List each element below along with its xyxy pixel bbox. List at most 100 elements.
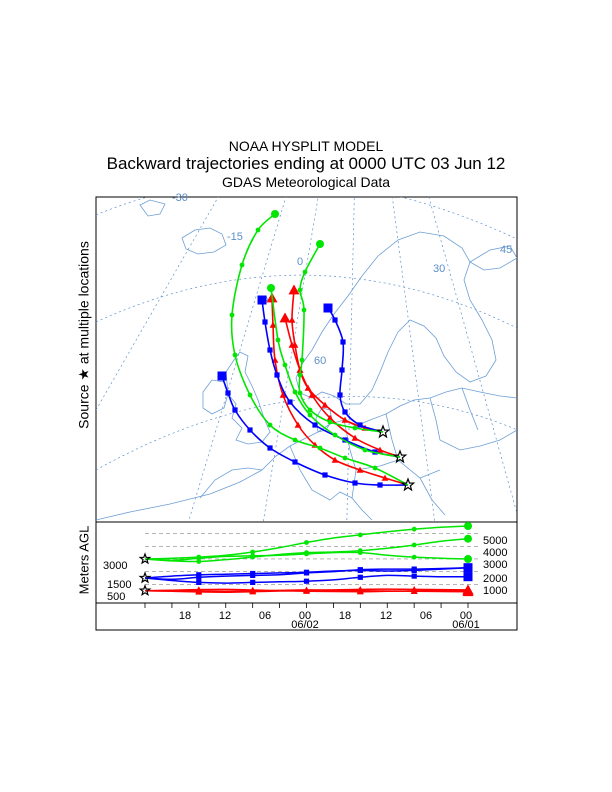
border-line (461, 387, 479, 431)
date-label: 06/01 (452, 619, 480, 631)
coastline-iceland (181, 227, 227, 255)
trajectory-marker (267, 284, 275, 292)
profile-marker (303, 586, 310, 593)
profile-marker (196, 579, 202, 585)
trajectory-marker (279, 391, 287, 398)
profile-marker (411, 554, 417, 560)
parallel-line (96, 274, 517, 329)
profile-marker (303, 578, 310, 584)
border-line (419, 477, 446, 516)
trajectory-marker (321, 401, 329, 408)
trajectory-marker (297, 287, 303, 293)
trajectory-marker (297, 390, 303, 396)
source-star (392, 449, 408, 464)
parallel-line (96, 396, 517, 471)
profile-marker (411, 526, 417, 532)
trajectory-marker (316, 240, 324, 248)
y-tick-label: 4000 (483, 547, 507, 559)
x-tick-label: 06 (420, 610, 432, 622)
profile-marker (410, 587, 418, 595)
graticule-label: 30 (433, 263, 445, 275)
trajectory-marker (257, 295, 267, 305)
trajectory-marker (377, 482, 383, 488)
trajectory-marker (247, 427, 253, 433)
profile-marker (463, 563, 473, 573)
profile-marker (356, 587, 364, 594)
trajectory-marker (292, 437, 298, 443)
profile-marker (249, 587, 257, 594)
meridian-line (428, 197, 517, 515)
profile-source-star (138, 583, 152, 597)
profile-marker (463, 572, 473, 582)
x-tick-label: 06 (259, 610, 271, 622)
x-tick-label: 12 (219, 610, 231, 622)
trajectory-marker (288, 316, 296, 323)
y-tick-label: 1000 (483, 585, 507, 597)
profile-marker (250, 572, 256, 578)
trajectory-marker (332, 432, 338, 438)
trajectory-marker (307, 407, 313, 413)
profile-gridlines (144, 533, 478, 608)
trajectory-marker (269, 321, 277, 328)
y-tick-label: 5000 (483, 535, 507, 547)
profile-marker (196, 555, 202, 561)
map-trajectories (217, 210, 416, 492)
trajectory-marker (356, 466, 364, 473)
trajectory-line (221, 375, 409, 486)
profile-marker (411, 542, 417, 548)
y-tick-label: 2000 (483, 573, 507, 585)
y-tick-label: 3000 (483, 559, 507, 571)
map-frame (95, 196, 518, 523)
x-tick-label: 00 (460, 610, 472, 622)
trajectory-marker (232, 407, 238, 413)
meridian-line (346, 197, 355, 522)
trajectory-marker (301, 307, 307, 313)
trajectory-marker (323, 303, 333, 313)
trajectory-marker (381, 474, 389, 481)
date-label: 06/02 (291, 619, 319, 631)
trajectory-marker (341, 416, 349, 423)
x-tick-label: 18 (339, 610, 351, 622)
source-star (400, 477, 416, 492)
graticule-label: 45 (500, 244, 512, 256)
trajectory-marker (339, 367, 345, 373)
coastline-ireland (202, 379, 229, 415)
trajectory-line (230, 213, 409, 486)
start-height-label: 3000 (103, 560, 127, 572)
trajectory-marker (292, 459, 298, 465)
source-star (375, 424, 391, 439)
trajectory-marker (376, 446, 384, 453)
profile-marker (250, 579, 256, 585)
trajectory-marker (352, 480, 358, 486)
trajectory-marker (262, 319, 268, 325)
trajectory-marker (299, 357, 305, 363)
graticule-label: 60 (314, 355, 326, 367)
profile-marker (464, 522, 472, 530)
chart-title-line1: NOAA HYSPLIT MODEL (228, 138, 384, 154)
coastline-greenland (139, 199, 166, 217)
trajectory-marker (247, 392, 253, 398)
graticule-label: -30 (172, 192, 188, 204)
trajectory-marker (267, 422, 273, 428)
trajectory-marker (327, 419, 333, 425)
graticule-label: -15 (227, 231, 243, 243)
profile-marker (357, 550, 363, 555)
x-tick-label: 00 (299, 610, 311, 622)
profile-trajectories (138, 522, 474, 597)
trajectory-marker (232, 352, 238, 358)
trajectory-marker (267, 445, 273, 451)
trajectory-marker (351, 434, 359, 441)
trajectory-marker (275, 337, 281, 343)
trajectory-marker (288, 341, 296, 348)
map-background (96, 197, 517, 522)
trajectory-marker (342, 409, 348, 415)
trajectory-marker (337, 392, 343, 398)
coastline-france (199, 467, 263, 499)
trajectory-marker (326, 414, 334, 421)
trajectory-marker (312, 422, 318, 428)
profile-marker (304, 540, 309, 545)
trajectory-marker (307, 412, 313, 418)
trajectory-marker (294, 421, 302, 428)
trajectory-marker (308, 391, 316, 398)
